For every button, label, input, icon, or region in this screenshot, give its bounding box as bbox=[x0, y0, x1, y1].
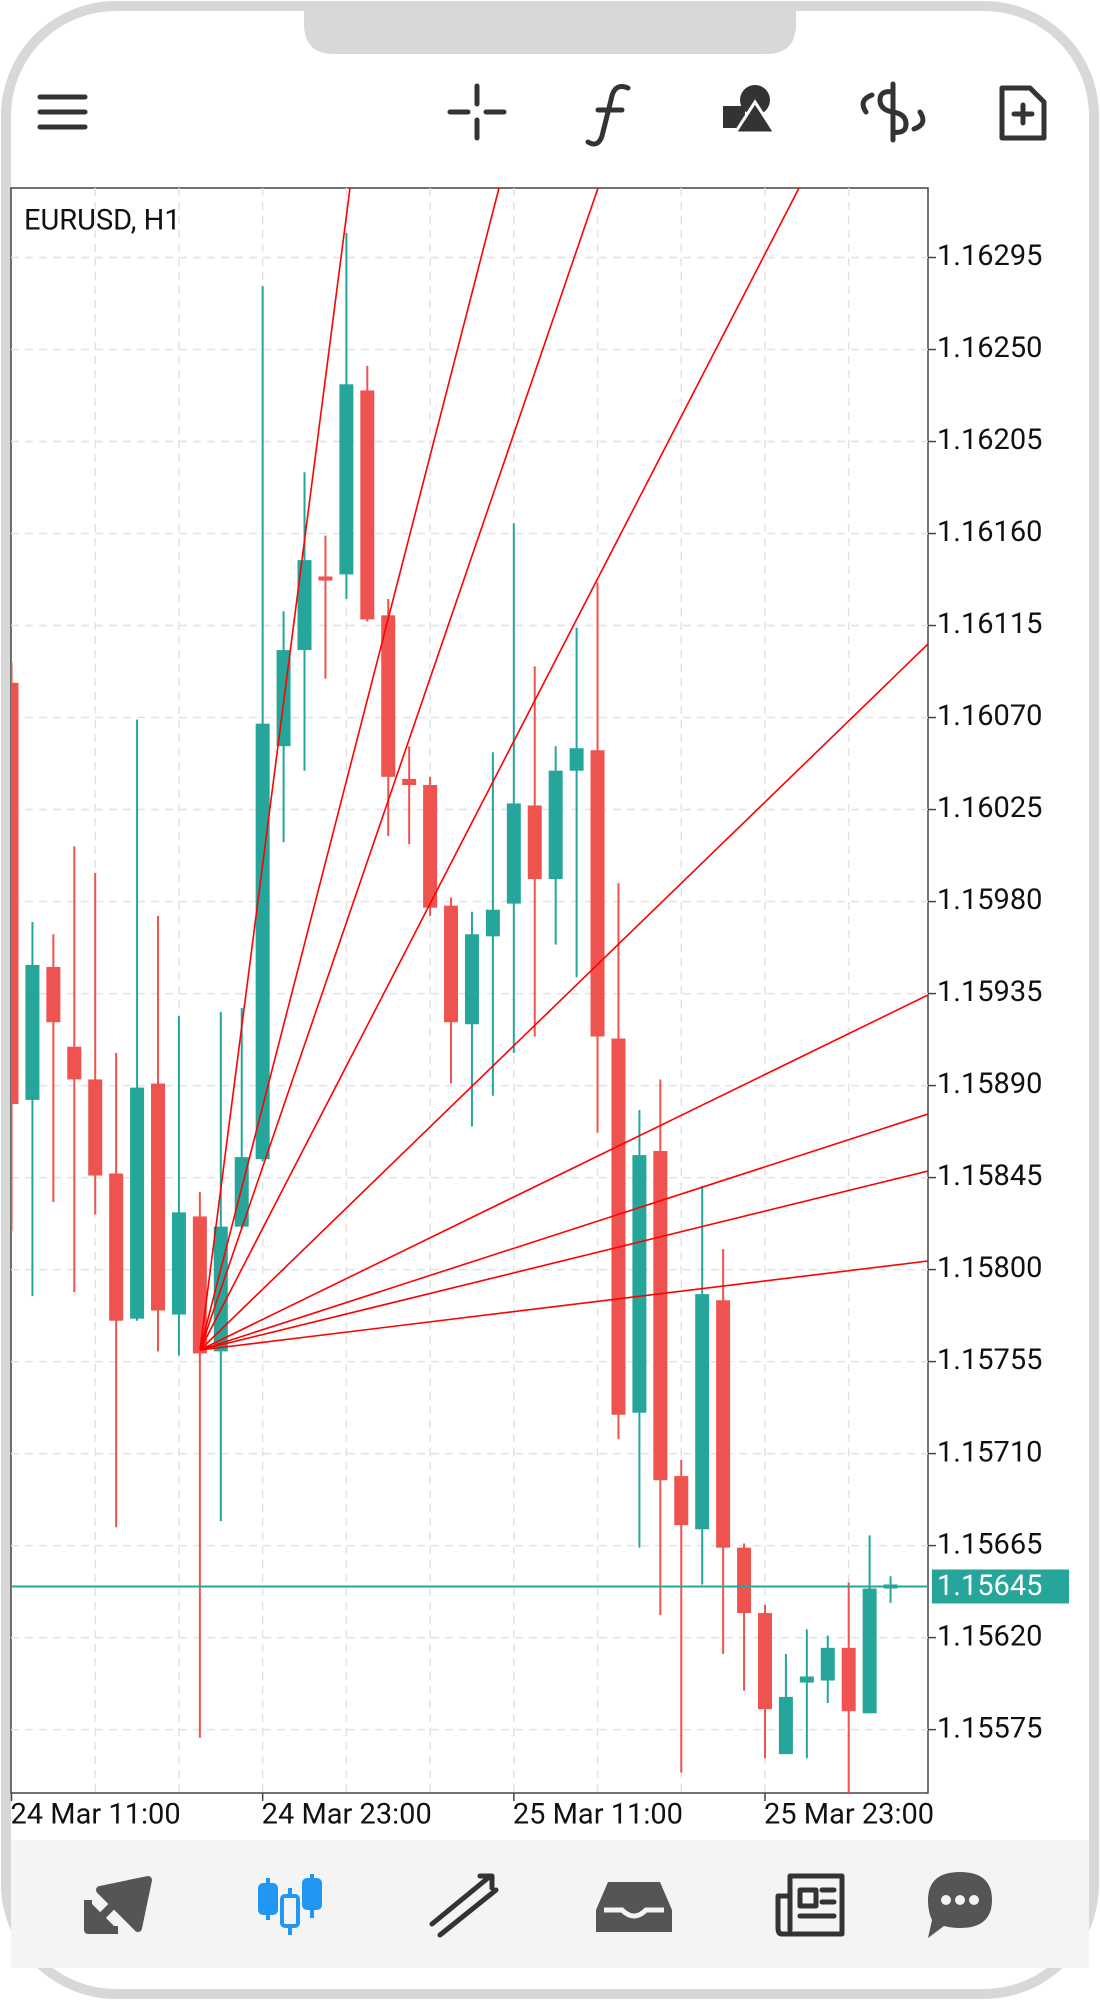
candle-body bbox=[737, 1547, 752, 1614]
gann-fan bbox=[199, 188, 928, 1351]
candle-body bbox=[67, 1046, 82, 1080]
candle-body bbox=[151, 1083, 166, 1311]
candle-body bbox=[109, 1173, 124, 1321]
candle-body bbox=[590, 750, 605, 1037]
notch bbox=[304, 6, 796, 54]
candle-body bbox=[862, 1588, 877, 1714]
candles bbox=[11, 232, 898, 1793]
candle-body bbox=[820, 1647, 835, 1681]
y-tick-label: 1.15575 bbox=[937, 1711, 1042, 1745]
y-tick-label: 1.15980 bbox=[937, 883, 1042, 917]
candle-body bbox=[402, 778, 417, 786]
quotes-tab[interactable] bbox=[84, 1876, 152, 1934]
fan-line bbox=[199, 188, 500, 1351]
y-tick-label: 1.16070 bbox=[937, 699, 1042, 733]
candle-body bbox=[171, 1212, 186, 1315]
y-tick-label: 1.15710 bbox=[937, 1435, 1042, 1469]
y-tick-label: 1.15800 bbox=[937, 1251, 1042, 1285]
candle-body bbox=[423, 785, 438, 908]
last-price-box bbox=[932, 1569, 1069, 1604]
candle-body bbox=[339, 384, 354, 575]
candle-body bbox=[46, 966, 61, 1023]
candle-body bbox=[757, 1613, 772, 1710]
chat-tab[interactable] bbox=[928, 1872, 992, 1938]
fan-line bbox=[199, 188, 800, 1351]
candle-body bbox=[297, 560, 312, 651]
candle-body bbox=[611, 1038, 626, 1415]
candle-body bbox=[778, 1696, 793, 1755]
trade-button[interactable] bbox=[860, 81, 926, 143]
y-tick-label: 1.15755 bbox=[937, 1343, 1042, 1377]
candle-body bbox=[506, 803, 521, 904]
objects-button[interactable] bbox=[723, 85, 778, 135]
candle-body bbox=[318, 576, 333, 581]
candle-body bbox=[25, 964, 40, 1100]
fan-line bbox=[199, 994, 928, 1351]
axes: 1.16295 1.16250 1.16205 1.16160 1.16115 1.160… bbox=[11, 239, 1069, 1832]
y-tick-label: 1.15665 bbox=[937, 1527, 1042, 1561]
y-tick-label: 1.15890 bbox=[937, 1067, 1042, 1101]
fan-line bbox=[199, 1113, 928, 1351]
trade-tab[interactable] bbox=[429, 1873, 499, 1938]
y-tick-label: 1.16025 bbox=[937, 791, 1042, 825]
x-tick-label: 25 Mar 23:00 bbox=[764, 1798, 934, 1832]
bottom-nav bbox=[11, 1840, 1089, 1968]
candle-body bbox=[841, 1647, 856, 1712]
y-tick-label: 1.16250 bbox=[937, 331, 1042, 365]
candle-body bbox=[130, 1087, 145, 1319]
fan-line bbox=[199, 643, 928, 1351]
indicators-button[interactable] bbox=[585, 84, 631, 147]
x-tick-label: 24 Mar 11:00 bbox=[11, 1798, 181, 1832]
chart-title: EURUSD, H1 bbox=[24, 204, 181, 238]
candle-body bbox=[653, 1151, 668, 1481]
x-tick-label: 24 Mar 23:00 bbox=[262, 1798, 432, 1832]
candle-body bbox=[632, 1155, 647, 1413]
y-tick-label: 1.15935 bbox=[937, 975, 1042, 1009]
last-price-label: 1.15645 bbox=[937, 1569, 1042, 1603]
candle-body bbox=[360, 390, 375, 620]
new-document-button[interactable] bbox=[999, 85, 1047, 141]
y-tick-label: 1.16205 bbox=[937, 423, 1042, 457]
news-tab[interactable] bbox=[775, 1873, 845, 1937]
candle-body bbox=[548, 770, 563, 880]
fan-line bbox=[199, 188, 599, 1351]
y-tick-label: 1.16160 bbox=[937, 515, 1042, 549]
chart-tab[interactable] bbox=[258, 1874, 322, 1935]
candle-body bbox=[381, 615, 396, 777]
fan-line bbox=[199, 1260, 928, 1351]
candle-body bbox=[695, 1294, 710, 1530]
candle-body bbox=[799, 1676, 814, 1683]
history-tab[interactable] bbox=[596, 1882, 672, 1932]
candle-body bbox=[88, 1079, 103, 1176]
candle-body bbox=[11, 682, 19, 1104]
crosshair-button[interactable] bbox=[447, 83, 507, 141]
fan-line bbox=[199, 1170, 928, 1351]
y-tick-label: 1.15620 bbox=[937, 1619, 1042, 1653]
menu-button[interactable] bbox=[37, 94, 88, 130]
candle-body bbox=[485, 909, 500, 937]
y-tick-label: 1.16115 bbox=[937, 607, 1042, 641]
candle-body bbox=[527, 805, 542, 880]
y-tick-label: 1.16295 bbox=[937, 239, 1042, 273]
candle-body bbox=[464, 934, 479, 1025]
candle-body bbox=[255, 723, 270, 1160]
x-tick-label: 25 Mar 11:00 bbox=[513, 1798, 683, 1832]
candle-body bbox=[569, 748, 584, 771]
candle-body bbox=[674, 1476, 689, 1526]
candle-body bbox=[444, 905, 459, 1023]
candle-body bbox=[716, 1300, 731, 1548]
y-tick-label: 1.15845 bbox=[937, 1159, 1042, 1193]
fan-line bbox=[199, 188, 351, 1351]
